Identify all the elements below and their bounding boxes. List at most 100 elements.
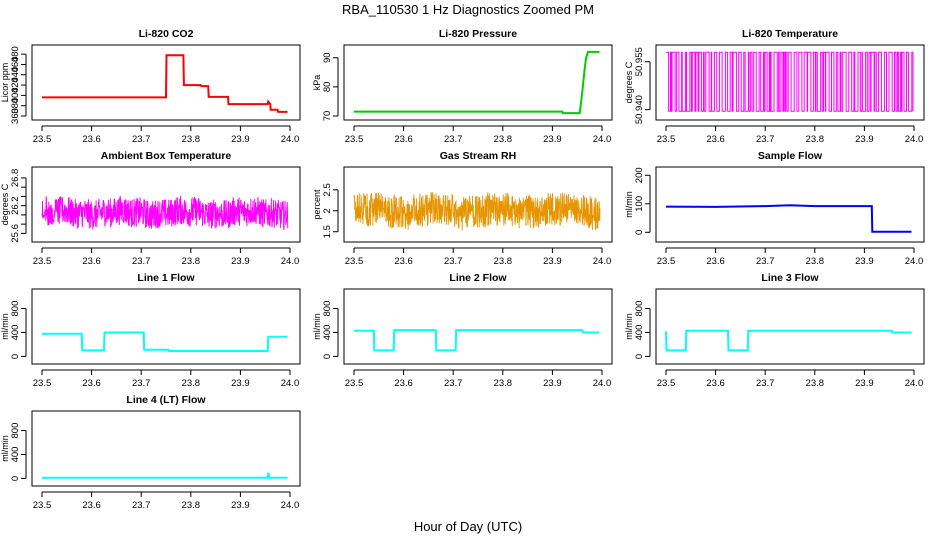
series-line bbox=[42, 54, 288, 113]
panel-title: Li-820 CO2 bbox=[139, 28, 194, 40]
y-tick-label: 800 bbox=[10, 423, 21, 439]
y-tick-label: 400 bbox=[10, 447, 21, 463]
y-tick-label: 200 bbox=[634, 167, 645, 183]
series-line bbox=[353, 191, 601, 231]
x-tick-label: 23.7 bbox=[132, 134, 151, 145]
x-tick-label: 23.6 bbox=[706, 134, 725, 145]
figure-title: RBA_110530 1 Hz Diagnostics Zoomed PM bbox=[342, 2, 594, 17]
panel-5: Gas Stream RH 23.5 23.6 23.7 23.8 23.9 24.0 1.5… bbox=[312, 150, 613, 267]
plot-frame bbox=[31, 44, 301, 121]
y-axis-label: ml/min bbox=[0, 313, 10, 340]
series-line bbox=[354, 50, 600, 115]
x-tick-label: 23.5 bbox=[657, 378, 676, 389]
series-line bbox=[666, 51, 914, 112]
x-tick-label: 23.8 bbox=[806, 378, 825, 389]
y-tick-label: 360 bbox=[10, 108, 21, 124]
x-tick-label: 23.8 bbox=[494, 134, 513, 145]
x-tick-label: 23.7 bbox=[444, 378, 463, 389]
x-tick-label: 23.7 bbox=[444, 256, 463, 267]
y-tick-label: 80 bbox=[322, 82, 333, 93]
plot-frame bbox=[655, 44, 925, 121]
y-tick-label: 380 bbox=[10, 98, 21, 114]
series-line bbox=[42, 331, 288, 352]
y-tick-label: 1.5 bbox=[322, 225, 333, 238]
y-axis-label: Licor ppm bbox=[0, 63, 10, 103]
x-tick-label: 23.5 bbox=[33, 256, 52, 267]
x-tick-label: 23.8 bbox=[494, 256, 513, 267]
x-tick-label: 23.6 bbox=[394, 378, 413, 389]
y-tick-label: 90 bbox=[322, 52, 333, 63]
panel-1: Li-820 CO2 23.5 23.6 23.7 23.8 23.9 24.0 360380… bbox=[0, 28, 301, 145]
y-tick-label: 26.2 bbox=[10, 196, 21, 215]
y-axis-label: percent bbox=[312, 189, 322, 220]
x-tick-label: 24.0 bbox=[593, 378, 612, 389]
y-axis-label: degrees C bbox=[0, 183, 10, 225]
x-tick-label: 23.9 bbox=[855, 256, 874, 267]
x-tick-label: 23.7 bbox=[756, 134, 775, 145]
x-tick-label: 23.5 bbox=[33, 134, 52, 145]
x-tick-label: 23.8 bbox=[494, 378, 513, 389]
figure-xlabel: Hour of Day (UTC) bbox=[414, 519, 522, 534]
panel-title: Ambient Box Temperature bbox=[101, 150, 232, 162]
panel-title: Gas Stream RH bbox=[440, 150, 516, 162]
x-tick-label: 24.0 bbox=[281, 134, 300, 145]
y-tick-label: 25.6 bbox=[10, 224, 21, 243]
x-tick-label: 23.6 bbox=[706, 378, 725, 389]
x-tick-label: 23.9 bbox=[231, 256, 250, 267]
x-tick-label: 23.7 bbox=[132, 500, 151, 511]
y-tick-label: 400 bbox=[634, 325, 645, 341]
panel-title: Line 2 Flow bbox=[449, 272, 507, 284]
x-tick-label: 24.0 bbox=[281, 500, 300, 511]
y-tick-label: 800 bbox=[634, 301, 645, 317]
y-axis-label: ml/min bbox=[0, 435, 10, 462]
panel-title: Line 1 Flow bbox=[137, 272, 195, 284]
y-axis-label: ml/min bbox=[624, 313, 634, 340]
y-tick-label: 70 bbox=[322, 111, 333, 122]
plot-frame bbox=[31, 166, 301, 243]
x-tick-label: 23.6 bbox=[82, 500, 101, 511]
y-tick-label: 440 bbox=[10, 67, 21, 83]
panel-title: Li-820 Pressure bbox=[439, 28, 517, 40]
y-tick-label: 100 bbox=[634, 196, 645, 212]
x-tick-label: 23.6 bbox=[394, 134, 413, 145]
plot-frame bbox=[31, 410, 301, 487]
x-tick-label: 24.0 bbox=[281, 378, 300, 389]
x-tick-label: 23.9 bbox=[855, 134, 874, 145]
x-tick-label: 23.8 bbox=[182, 500, 201, 511]
x-tick-label: 24.0 bbox=[905, 378, 924, 389]
x-tick-label: 24.0 bbox=[905, 134, 924, 145]
y-axis-label: kPa bbox=[312, 75, 322, 91]
panel-title: Line 3 Flow bbox=[761, 272, 819, 284]
x-tick-label: 23.8 bbox=[182, 134, 201, 145]
y-tick-label: 400 bbox=[10, 325, 21, 341]
y-tick-label: 0 bbox=[634, 354, 645, 359]
x-tick-label: 23.9 bbox=[231, 378, 250, 389]
x-tick-label: 23.7 bbox=[756, 378, 775, 389]
plot-frame bbox=[655, 166, 925, 243]
y-tick-label: 460 bbox=[10, 57, 21, 73]
series-line bbox=[665, 329, 912, 352]
y-tick-label: 2.5 bbox=[322, 183, 333, 196]
y-tick-label: 50.940 bbox=[634, 95, 645, 124]
y-tick-label: 0 bbox=[634, 230, 645, 235]
panel-10: Line 4 (LT) Flow 23.5 23.6 23.7 23.8 23.9 24.0… bbox=[0, 394, 301, 511]
panel-4: Ambient Box Temperature 23.5 23.6 23.7 23.8 2… bbox=[0, 150, 301, 267]
series-line bbox=[41, 195, 289, 230]
y-axis-label: degrees C bbox=[624, 61, 634, 103]
x-tick-label: 23.9 bbox=[543, 134, 562, 145]
x-tick-label: 23.5 bbox=[345, 256, 364, 267]
plot-frame bbox=[343, 44, 613, 121]
x-tick-label: 23.8 bbox=[806, 134, 825, 145]
panel-6: Sample Flow 23.5 23.6 23.7 23.8 23.9 24.0 0 100 2… bbox=[624, 150, 925, 267]
panel-title: Sample Flow bbox=[758, 150, 823, 162]
x-tick-label: 24.0 bbox=[281, 256, 300, 267]
panel-grid: Li-820 CO2 23.5 23.6 23.7 23.8 23.9 24.0 360380… bbox=[0, 28, 925, 511]
y-tick-label: 480 bbox=[10, 46, 21, 62]
panel-9: Line 3 Flow 23.5 23.6 23.7 23.8 23.9 24.0 0 400 8… bbox=[624, 272, 925, 389]
x-tick-label: 23.9 bbox=[231, 500, 250, 511]
x-tick-label: 23.5 bbox=[657, 256, 676, 267]
panel-title: Line 4 (LT) Flow bbox=[126, 394, 206, 406]
x-tick-label: 23.9 bbox=[543, 256, 562, 267]
x-tick-label: 23.5 bbox=[33, 500, 52, 511]
